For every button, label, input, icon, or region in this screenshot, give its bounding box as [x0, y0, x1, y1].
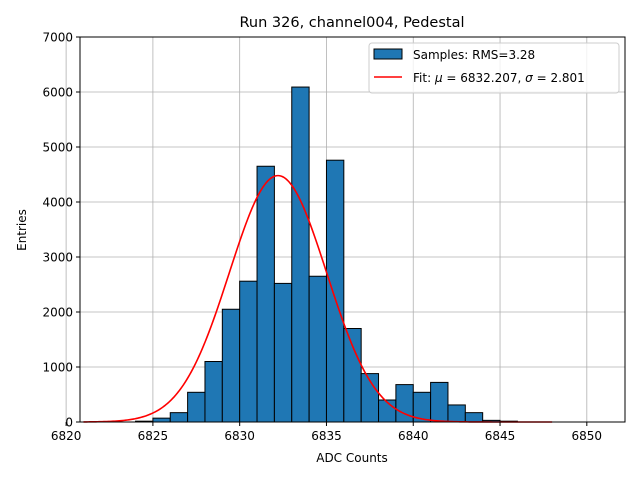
legend-samples-swatch — [373, 48, 403, 60]
legend-fit-sigma-value: = 2.801 — [533, 71, 585, 85]
legend-samples-label: Samples: RMS=3.28 — [413, 48, 535, 62]
y-tick-label: 5000 — [42, 141, 73, 155]
x-tick-label: 6830 — [224, 429, 255, 443]
x-tick-label: 6835 — [311, 429, 342, 443]
y-tick-label: 3000 — [42, 251, 73, 265]
legend-box — [368, 42, 620, 94]
histogram-bar — [221, 308, 241, 423]
legend-fit-sigma-symbol: σ — [525, 71, 533, 85]
y-tick-label: 7000 — [42, 31, 73, 45]
histogram-bar — [239, 280, 258, 423]
x-tick-label: 6845 — [485, 429, 516, 443]
histogram-bar — [464, 412, 484, 423]
x-tick-label: 6850 — [572, 429, 603, 443]
y-tick-label: 2000 — [42, 306, 73, 320]
histogram-bar — [430, 381, 449, 423]
legend-fit-prefix: Fit: — [413, 71, 435, 85]
histogram-bar — [169, 412, 189, 423]
histogram-bar — [343, 328, 362, 423]
histogram-bar — [308, 275, 327, 423]
x-axis-label: ADC Counts — [316, 451, 388, 465]
histogram-bar — [256, 165, 275, 423]
x-tick-label: 6825 — [138, 429, 169, 443]
y-tick-label: 4000 — [42, 196, 73, 210]
x-tick-label: 6820 — [51, 429, 82, 443]
y-tick-label: 0 — [65, 416, 73, 430]
histogram-bar — [447, 404, 466, 423]
y-axis: 0 1000 2000 3000 4000 5000 6000 7000 — [42, 31, 80, 430]
chart-title: Run 326, channel004, Pedestal — [239, 15, 464, 31]
histogram-bar — [152, 417, 171, 423]
x-tick-label: 6840 — [398, 429, 429, 443]
legend-fit-label: Fit: μ = 6832.207, σ = 2.801 — [413, 71, 585, 85]
histogram-bar — [325, 159, 345, 423]
legend-fit-mu-value: = 6832.207, — [443, 71, 526, 85]
y-tick-label: 6000 — [42, 86, 73, 100]
histogram-bar — [291, 86, 310, 423]
y-axis-label: Entries — [15, 209, 29, 251]
legend-fit-mu-symbol: μ — [434, 71, 443, 85]
histogram-bar — [204, 361, 223, 423]
y-tick-label: 1000 — [42, 361, 73, 375]
histogram-bar — [273, 282, 293, 423]
legend: Samples: RMS=3.28 Fit: μ = 6832.207, σ =… — [368, 42, 620, 94]
plot-frame — [79, 36, 626, 423]
histogram-bar — [187, 391, 206, 423]
x-axis: 6820 6825 6830 6835 6840 6845 6850 — [51, 422, 602, 443]
